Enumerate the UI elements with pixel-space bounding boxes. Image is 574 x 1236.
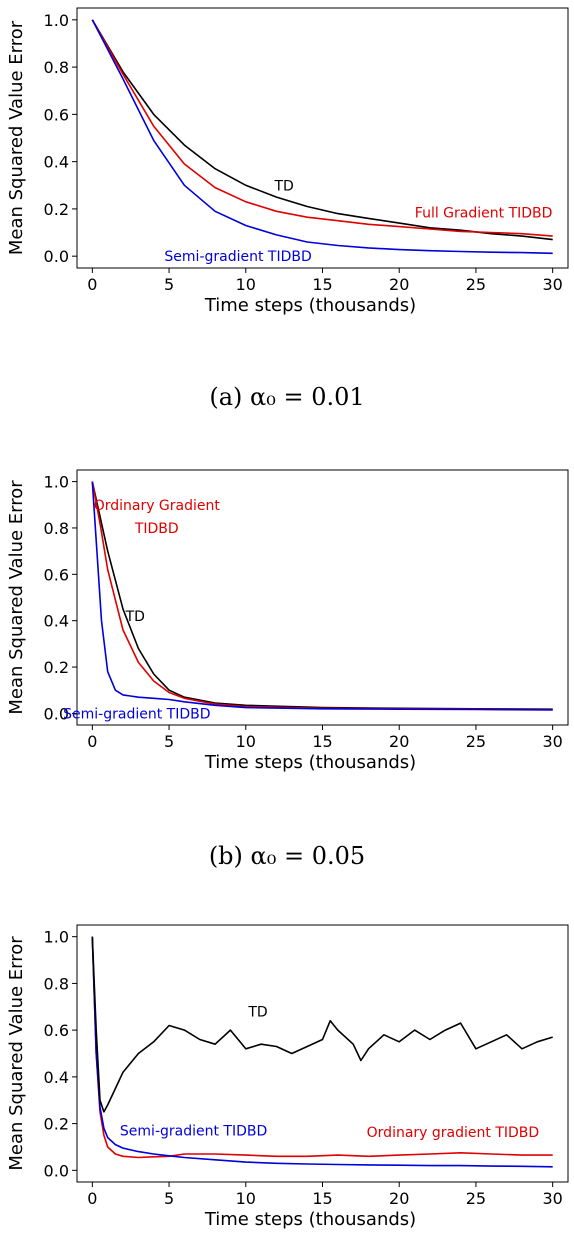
y-tick-label: 1.0 (44, 11, 69, 30)
series-annotation: TD (273, 178, 293, 194)
x-tick-label: 25 (466, 732, 486, 751)
x-tick-label: 5 (164, 732, 174, 751)
series-annotation: TIDBD (134, 521, 179, 537)
chart-panel-1: 0 5 10 15 20 25 30 0.0 0.2 0.4 0.6 0.8 1.0 Time steps… (6, 469, 569, 870)
x-tick-label: 5 (164, 1189, 174, 1208)
y-tick-label: 0.0 (44, 1161, 69, 1180)
x-tick-label: 0 (87, 275, 97, 294)
y-tick-label: 0.8 (44, 519, 69, 538)
y-tick-label: 0.4 (44, 612, 69, 631)
x-axis-title: Time steps (thousands) (204, 295, 416, 316)
panel-caption: (a) α₀ = 0.01 (209, 383, 364, 411)
y-tick-label: 0.2 (44, 658, 69, 677)
plot-frame (76, 924, 569, 1183)
y-tick-label: 0.0 (44, 247, 69, 266)
series-annotation: Full Gradient TIDBD (415, 205, 553, 221)
series-line-ordinary-gradient-tidbd (91, 481, 553, 711)
plot-frame (76, 7, 569, 269)
y-tick-label: 0.6 (44, 1021, 69, 1040)
x-tick-label: 10 (236, 1189, 256, 1208)
series-annotation: Semi-gradient TIDBD (63, 706, 210, 722)
y-tick-label: 0.0 (44, 704, 69, 723)
x-axis-title: Time steps (thousands) (204, 1209, 416, 1230)
x-tick-label: 25 (466, 275, 486, 294)
chart-panel-2: 0 5 10 15 20 25 30 0.0 0.2 0.4 0.6 0.8 1.0 Time steps… (6, 924, 569, 1230)
x-tick-label: 5 (164, 275, 174, 294)
chart-panel-0: 0 5 10 15 20 25 30 0.0 0.2 0.4 0.6 0.8 1.0 Time steps… (6, 7, 569, 411)
x-tick-label: 25 (466, 1189, 486, 1208)
x-tick-label: 20 (389, 1189, 409, 1208)
x-tick-label: 10 (236, 732, 256, 751)
y-tick-label: 0.2 (44, 1115, 69, 1134)
x-tick-label: 30 (542, 275, 562, 294)
panel-caption: (b) α₀ = 0.05 (209, 842, 365, 870)
y-axis-title: Mean Squared Value Error (6, 480, 27, 715)
series-annotation: Ordinary gradient TIDBD (367, 1125, 540, 1141)
y-tick-label: 0.6 (44, 105, 69, 124)
series-line-semi-gradient-tidbd (91, 19, 553, 255)
x-tick-label: 20 (389, 275, 409, 294)
x-tick-label: 30 (542, 732, 562, 751)
y-tick-label: 0.2 (44, 200, 69, 219)
series-annotation: TD (125, 609, 145, 625)
x-tick-label: 15 (312, 1189, 332, 1208)
y-tick-label: 1.0 (44, 928, 69, 947)
y-tick-label: 0.6 (44, 565, 69, 584)
x-tick-label: 15 (312, 275, 332, 294)
series-line-full-gradient-tidbd (91, 19, 553, 237)
y-tick-label: 0.8 (44, 58, 69, 77)
y-tick-label: 0.8 (44, 974, 69, 993)
x-tick-label: 10 (236, 275, 256, 294)
y-tick-label: 1.0 (44, 473, 69, 492)
x-tick-label: 0 (87, 732, 97, 751)
series-line-td (91, 481, 553, 711)
x-tick-label: 30 (542, 1189, 562, 1208)
x-tick-label: 15 (312, 732, 332, 751)
series-annotation: Semi-gradient TIDBD (120, 1124, 267, 1140)
series-line-ordinary-gradient-tidbd (91, 936, 553, 1159)
series-annotation: Semi-gradient TIDBD (164, 249, 311, 265)
y-tick-label: 0.4 (44, 153, 69, 172)
series-annotation: Ordinary Gradient (94, 498, 221, 514)
y-axis-title: Mean Squared Value Error (6, 20, 27, 255)
y-axis-title: Mean Squared Value Error (6, 936, 27, 1171)
x-tick-label: 0 (87, 1189, 97, 1208)
x-axis-title: Time steps (thousands) (204, 752, 416, 773)
series-line-semi-gradient-tidbd (91, 936, 553, 1168)
x-tick-label: 20 (389, 732, 409, 751)
series-line-td (91, 936, 553, 1113)
series-line-semi-gradient-tidbd (91, 481, 553, 711)
series-annotation: TD (247, 1004, 267, 1020)
y-tick-label: 0.4 (44, 1068, 69, 1087)
